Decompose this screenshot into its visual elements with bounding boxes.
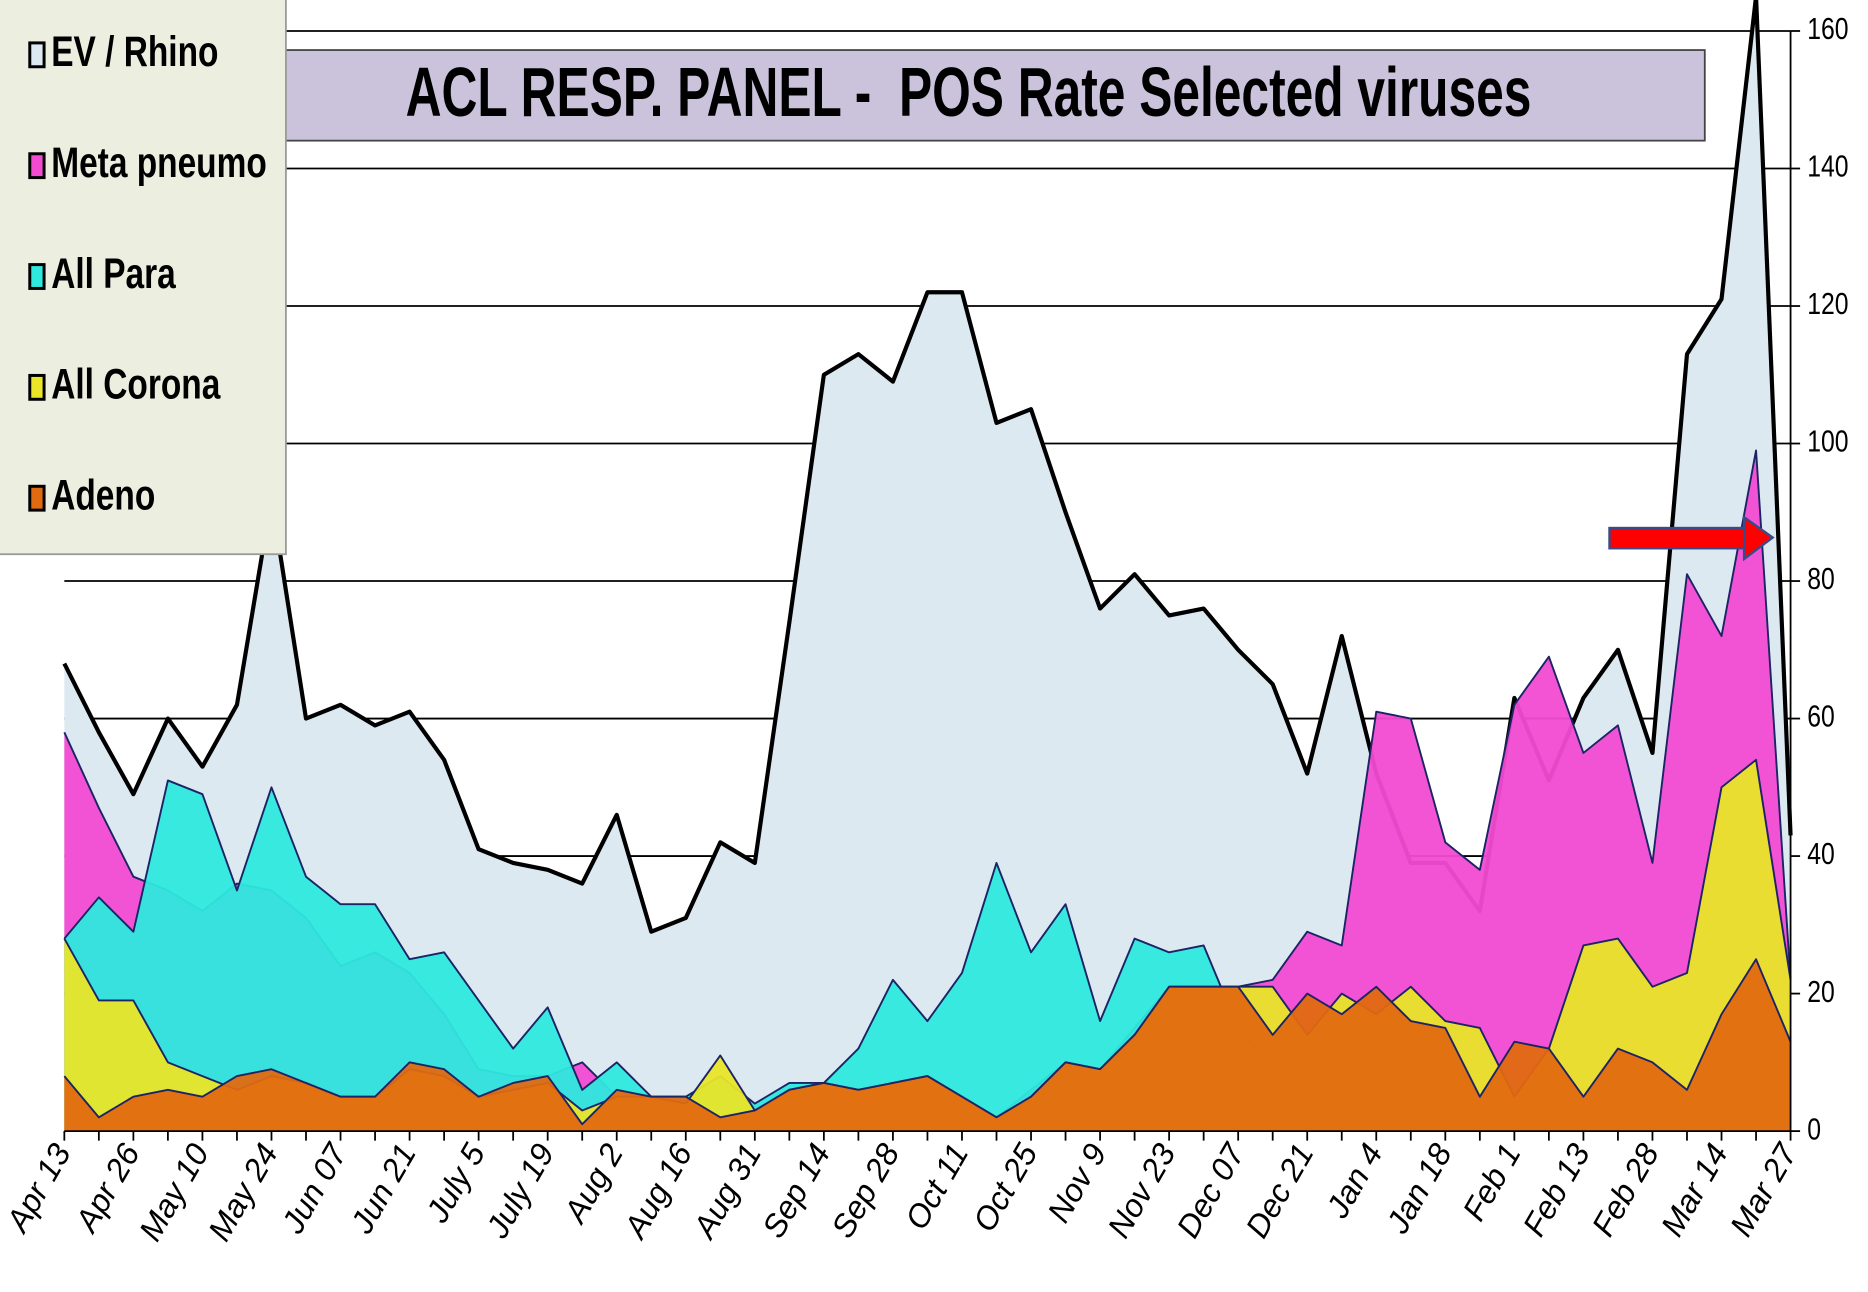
legend-label: Meta pneumo	[51, 139, 267, 187]
legend: EV / Rhino Meta pneumo All Para All Corona A…	[0, 0, 287, 556]
legend-label: Adeno	[51, 472, 155, 520]
x-tick-label: Mar 14	[1654, 1138, 1735, 1243]
x-tick-label: Jun 07	[274, 1137, 354, 1240]
x-tick-label: Apr 13	[0, 1137, 78, 1239]
x-tick-label: Mar 27	[1723, 1137, 1805, 1243]
x-tick-label: Aug 16	[616, 1137, 699, 1245]
y-tick-label: 120	[1807, 287, 1848, 321]
y-tick-label: 20	[1807, 974, 1835, 1008]
chart-title: ACL RESP. PANEL - POS Rate Selected viru…	[406, 53, 1532, 131]
legend-box	[0, 0, 287, 556]
x-tick-label: Dec 21	[1239, 1138, 1321, 1244]
y-tick-label: 60	[1807, 699, 1835, 733]
x-tick-label: Nov 23	[1100, 1137, 1182, 1243]
arrow-annotation	[1608, 514, 1775, 562]
x-tick-label: July 19	[478, 1137, 561, 1244]
y-tick-label: 40	[1807, 837, 1835, 871]
y-tick-label: 140	[1807, 149, 1848, 183]
legend-label: EV / Rhino	[51, 28, 218, 76]
x-tick-label: May 24	[201, 1138, 285, 1247]
legend-label: All Corona	[51, 361, 221, 409]
x-tick-label: Sep 14	[755, 1138, 837, 1244]
y-tick-label: 80	[1807, 562, 1835, 596]
legend-swatch	[28, 484, 46, 512]
legend-swatch	[28, 263, 46, 290]
area	[64, 450, 1791, 1132]
arrow-head	[1742, 514, 1775, 562]
legend-swatch	[28, 152, 46, 180]
x-tick-label: Feb 28	[1585, 1137, 1666, 1242]
area-line	[63, 958, 1792, 1126]
x-tick-label: Jan 4	[1319, 1138, 1390, 1225]
x-tick-label: Oct 11	[898, 1138, 975, 1236]
x-tick-label: Jun 21	[343, 1138, 423, 1241]
x-tick-label: Sep 28	[824, 1137, 906, 1243]
x-tick-label: Jan 18	[1379, 1137, 1459, 1240]
legend-swatch	[28, 41, 46, 69]
area	[64, 959, 1791, 1132]
y-tick-label: 160	[1807, 12, 1848, 46]
x-tick-label: Aug 2	[556, 1137, 630, 1230]
area	[64, 780, 1791, 1132]
areas	[62, 0, 1793, 1133]
x-tick-label: Aug 31	[685, 1138, 768, 1246]
legend-label: All Para	[51, 250, 176, 298]
y-tick-label: 100	[1807, 424, 1848, 458]
y-tick-label: 0	[1807, 1112, 1821, 1146]
x-tick-label: Nov 9	[1040, 1137, 1113, 1228]
x-tick-label: Feb 13	[1516, 1137, 1597, 1242]
title-box	[232, 49, 1706, 142]
x-tick-label: July 5	[418, 1137, 492, 1229]
legend-swatch	[28, 373, 46, 401]
x-tick-label: Oct 25	[966, 1137, 1045, 1237]
x-tick-label: Feb 1	[1456, 1138, 1528, 1227]
arrow-shaft	[1608, 526, 1748, 550]
